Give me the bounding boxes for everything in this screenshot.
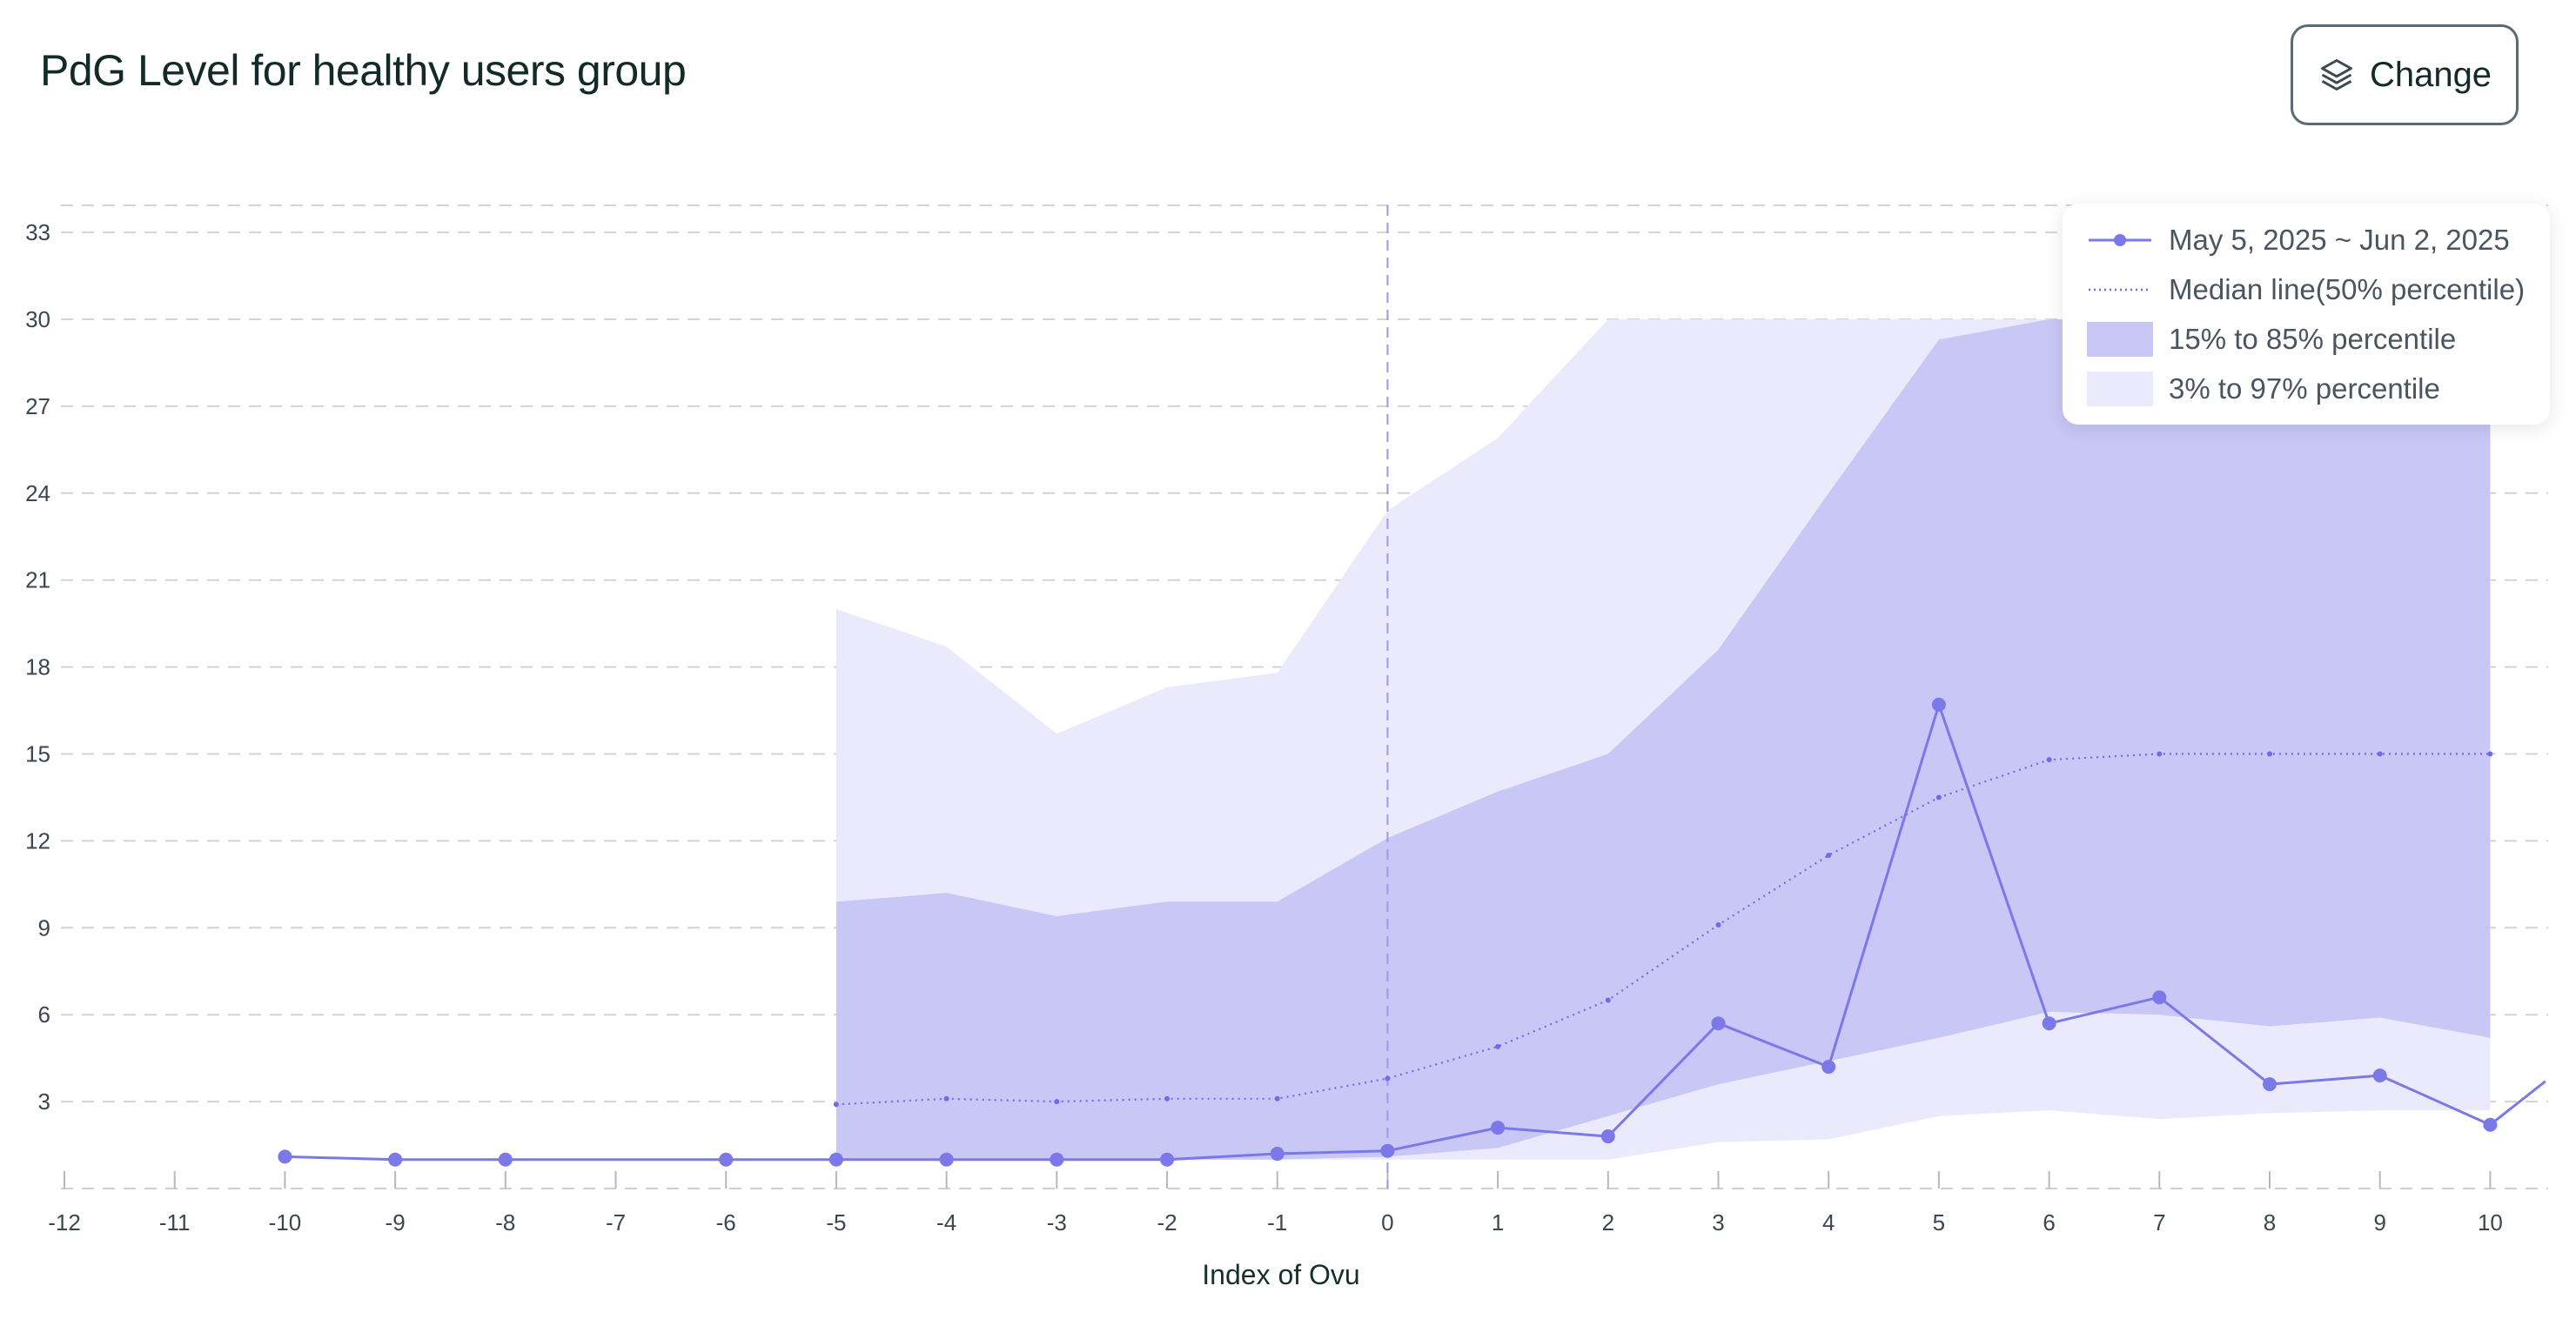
series-point	[278, 1149, 292, 1164]
median-point	[1495, 1043, 1501, 1049]
median-point	[2487, 751, 2493, 757]
series-point	[2263, 1077, 2277, 1092]
band-15-85-area	[835, 319, 2491, 1160]
legend-item-median[interactable]: Median line(50% percentile)	[2087, 272, 2525, 307]
median-series	[833, 751, 2493, 1108]
x-axis-label: Index of Ovu	[1202, 1259, 1359, 1290]
median-point	[1826, 853, 1832, 859]
series-point	[2042, 1016, 2056, 1031]
x-tick-label: 2	[1602, 1209, 1614, 1236]
x-tick-label: -12	[48, 1209, 81, 1236]
x-tick-label: 4	[1822, 1209, 1835, 1236]
legend-item-band-15-85[interactable]: 15% to 85% percentile	[2087, 322, 2456, 357]
x-tick-label: 7	[2153, 1209, 2165, 1236]
median-point	[2377, 751, 2383, 757]
percentile-bands	[835, 319, 2491, 1160]
median-point	[2157, 751, 2163, 757]
x-tick-label: 1	[1492, 1209, 1504, 1236]
median-point	[833, 1102, 839, 1108]
median-point	[1274, 1095, 1280, 1102]
y-tick-label: 15	[25, 741, 50, 767]
layers-icon	[2320, 59, 2352, 90]
y-tick-label: 9	[38, 914, 50, 941]
series-point	[2372, 1068, 2387, 1083]
series-point	[2152, 990, 2167, 1005]
series-point	[1270, 1147, 1285, 1162]
legend-band-light-swatch	[2087, 372, 2153, 406]
x-tick-label: -2	[1157, 1209, 1177, 1236]
median-line	[835, 753, 2491, 1106]
series-point	[1711, 1016, 1726, 1031]
y-tick-label: 3	[38, 1088, 50, 1115]
series-point	[828, 1152, 843, 1167]
series-point	[1160, 1152, 1174, 1167]
x-tick-label: -5	[826, 1209, 846, 1236]
x-tick-label: 10	[2478, 1209, 2503, 1236]
x-tick-label: -8	[495, 1209, 515, 1236]
y-tick-label: 18	[25, 654, 50, 680]
x-tick-label: -11	[159, 1209, 191, 1236]
x-tick-label: -7	[606, 1209, 626, 1236]
x-tick-label: -10	[269, 1209, 302, 1236]
series-point	[388, 1152, 403, 1167]
x-tick-label: -4	[936, 1209, 956, 1236]
x-tick-label: 5	[1933, 1209, 1945, 1236]
legend-band-dark-swatch	[2087, 322, 2153, 357]
page-title: PdG Level for healthy users group	[40, 46, 687, 95]
median-point	[1385, 1075, 1391, 1082]
x-tick-label: 0	[1381, 1209, 1393, 1236]
series-point	[1050, 1152, 1064, 1167]
legend-label: 3% to 97% percentile	[2169, 372, 2440, 405]
y-tick-label: 6	[38, 1001, 50, 1028]
x-tick-label: 8	[2264, 1209, 2276, 1236]
series-point	[498, 1152, 513, 1167]
median-point	[2046, 757, 2052, 763]
legend-dotted-line-icon	[2087, 272, 2153, 307]
x-tick-label: 9	[2373, 1209, 2385, 1236]
legend-item-band-3-97[interactable]: 3% to 97% percentile	[2087, 372, 2440, 406]
series-point	[1380, 1143, 1395, 1158]
series-point	[1600, 1129, 1615, 1144]
x-tick-label: 6	[2043, 1209, 2055, 1236]
legend-label: May 5, 2025 ~ Jun 2, 2025	[2169, 224, 2510, 256]
median-point	[943, 1095, 949, 1102]
y-tick-label: 30	[25, 306, 50, 332]
x-tick-label: 3	[1712, 1209, 1724, 1236]
legend-label: 15% to 85% percentile	[2169, 323, 2457, 355]
series-point	[939, 1152, 954, 1167]
median-point	[1715, 921, 1721, 928]
series-point	[2483, 1117, 2498, 1132]
series-point	[1931, 697, 1946, 712]
y-tick-label: 33	[25, 219, 50, 245]
axes: -12 -11 -10 -9 -8 -7 -6 -5 -4 -3 -2 -1 0 1 2 3 4 5 6 7 8 9 10	[48, 205, 2548, 1236]
series-point	[719, 1152, 734, 1167]
median-point	[1054, 1099, 1060, 1105]
y-tick-label: 21	[25, 567, 50, 593]
median-point	[1605, 997, 1611, 1003]
y-tick-label: 27	[25, 393, 50, 419]
legend-line-marker-icon	[2087, 223, 2153, 258]
x-tick-label: -3	[1047, 1209, 1067, 1236]
x-tick-label: -6	[716, 1209, 736, 1236]
x-tick-label: -9	[386, 1209, 406, 1236]
y-tick-label: 24	[25, 480, 50, 506]
chart-legend: May 5, 2025 ~ Jun 2, 2025 Median line(50…	[2063, 204, 2550, 425]
series-point	[1491, 1121, 1506, 1135]
x-tick-label: -1	[1267, 1209, 1287, 1236]
median-point	[2267, 751, 2272, 757]
user-series	[278, 697, 2546, 1167]
change-button[interactable]: Change	[2291, 24, 2519, 125]
y-tick-label: 12	[25, 827, 50, 854]
median-point	[1164, 1095, 1170, 1102]
median-point	[1935, 794, 1942, 800]
legend-label: Median line(50% percentile)	[2169, 273, 2526, 305]
series-point	[1821, 1060, 1836, 1075]
change-button-label: Change	[2369, 55, 2492, 94]
legend-item-user-series[interactable]: May 5, 2025 ~ Jun 2, 2025	[2087, 223, 2510, 258]
